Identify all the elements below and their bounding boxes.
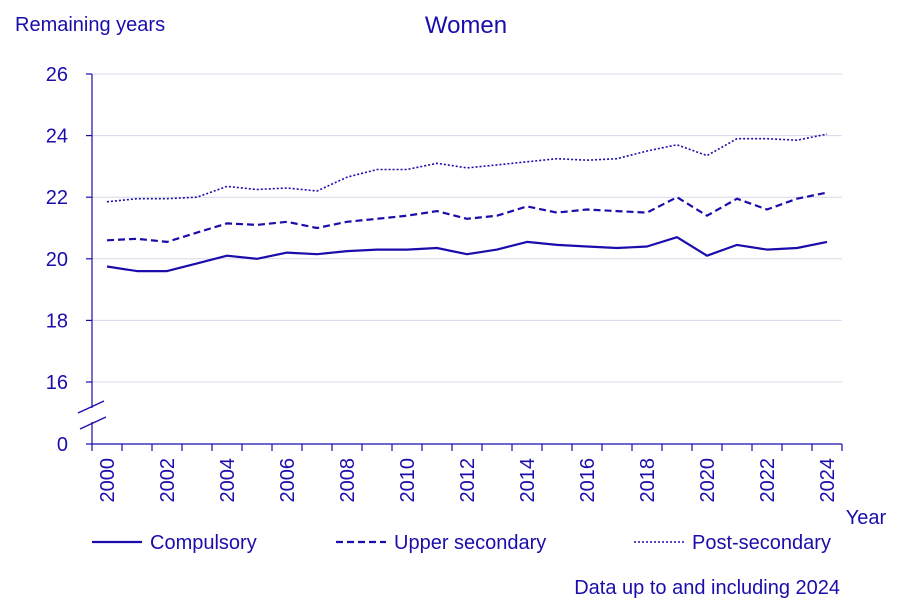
x-tick-2016: 2016 xyxy=(577,458,599,503)
y-axis-label: Remaining years xyxy=(15,14,165,36)
grid-lines xyxy=(92,73,842,383)
x-tick-2022: 2022 xyxy=(757,458,779,503)
y-tick-24: 24 xyxy=(46,126,68,148)
x-tick-2018: 2018 xyxy=(637,458,659,503)
y-tick-26: 26 xyxy=(46,64,68,86)
x-tick-2008: 2008 xyxy=(337,458,359,503)
x-tick-labels: 2000 2002 2004 2006 2008 2010 2012 2014 2016 2018… xyxy=(97,458,839,503)
series-upper-secondary xyxy=(106,191,828,243)
x-tick-2006: 2006 xyxy=(277,458,299,503)
y-tick-18: 18 xyxy=(46,310,68,332)
series-compulsory xyxy=(106,236,828,273)
series-post-secondary xyxy=(106,133,828,203)
series-lines xyxy=(106,133,828,273)
axis-break-mark-1 xyxy=(77,400,105,414)
axis-break-gap xyxy=(78,408,106,422)
data-note: Data up to and including 2024 xyxy=(574,577,840,599)
x-tick-2000: 2000 xyxy=(97,458,119,503)
x-tick-2004: 2004 xyxy=(217,458,239,503)
x-tick-2012: 2012 xyxy=(457,458,479,503)
chart-title: Women xyxy=(425,12,507,39)
y-tick-16: 16 xyxy=(46,372,68,394)
y-tick-22: 22 xyxy=(46,187,68,209)
axis-break-mark-2 xyxy=(79,416,107,430)
axes xyxy=(77,73,843,451)
x-tick-2020: 2020 xyxy=(697,458,719,503)
x-tick-2014: 2014 xyxy=(517,458,539,503)
legend-label-compulsory: Compulsory xyxy=(150,532,257,554)
legend: Compulsory Upper secondary Post-secondary xyxy=(92,532,831,554)
y-tick-labels: 26 24 22 20 18 16 0 xyxy=(46,64,68,456)
x-tick-2002: 2002 xyxy=(157,458,179,503)
x-tick-2010: 2010 xyxy=(397,458,419,503)
x-tick-2024: 2024 xyxy=(817,458,839,503)
y-tick-20: 20 xyxy=(46,249,68,271)
x-axis-label: Year xyxy=(846,507,887,529)
y-tick-0: 0 xyxy=(57,434,68,456)
legend-label-post-secondary: Post-secondary xyxy=(692,532,831,554)
legend-label-upper-secondary: Upper secondary xyxy=(394,532,546,554)
